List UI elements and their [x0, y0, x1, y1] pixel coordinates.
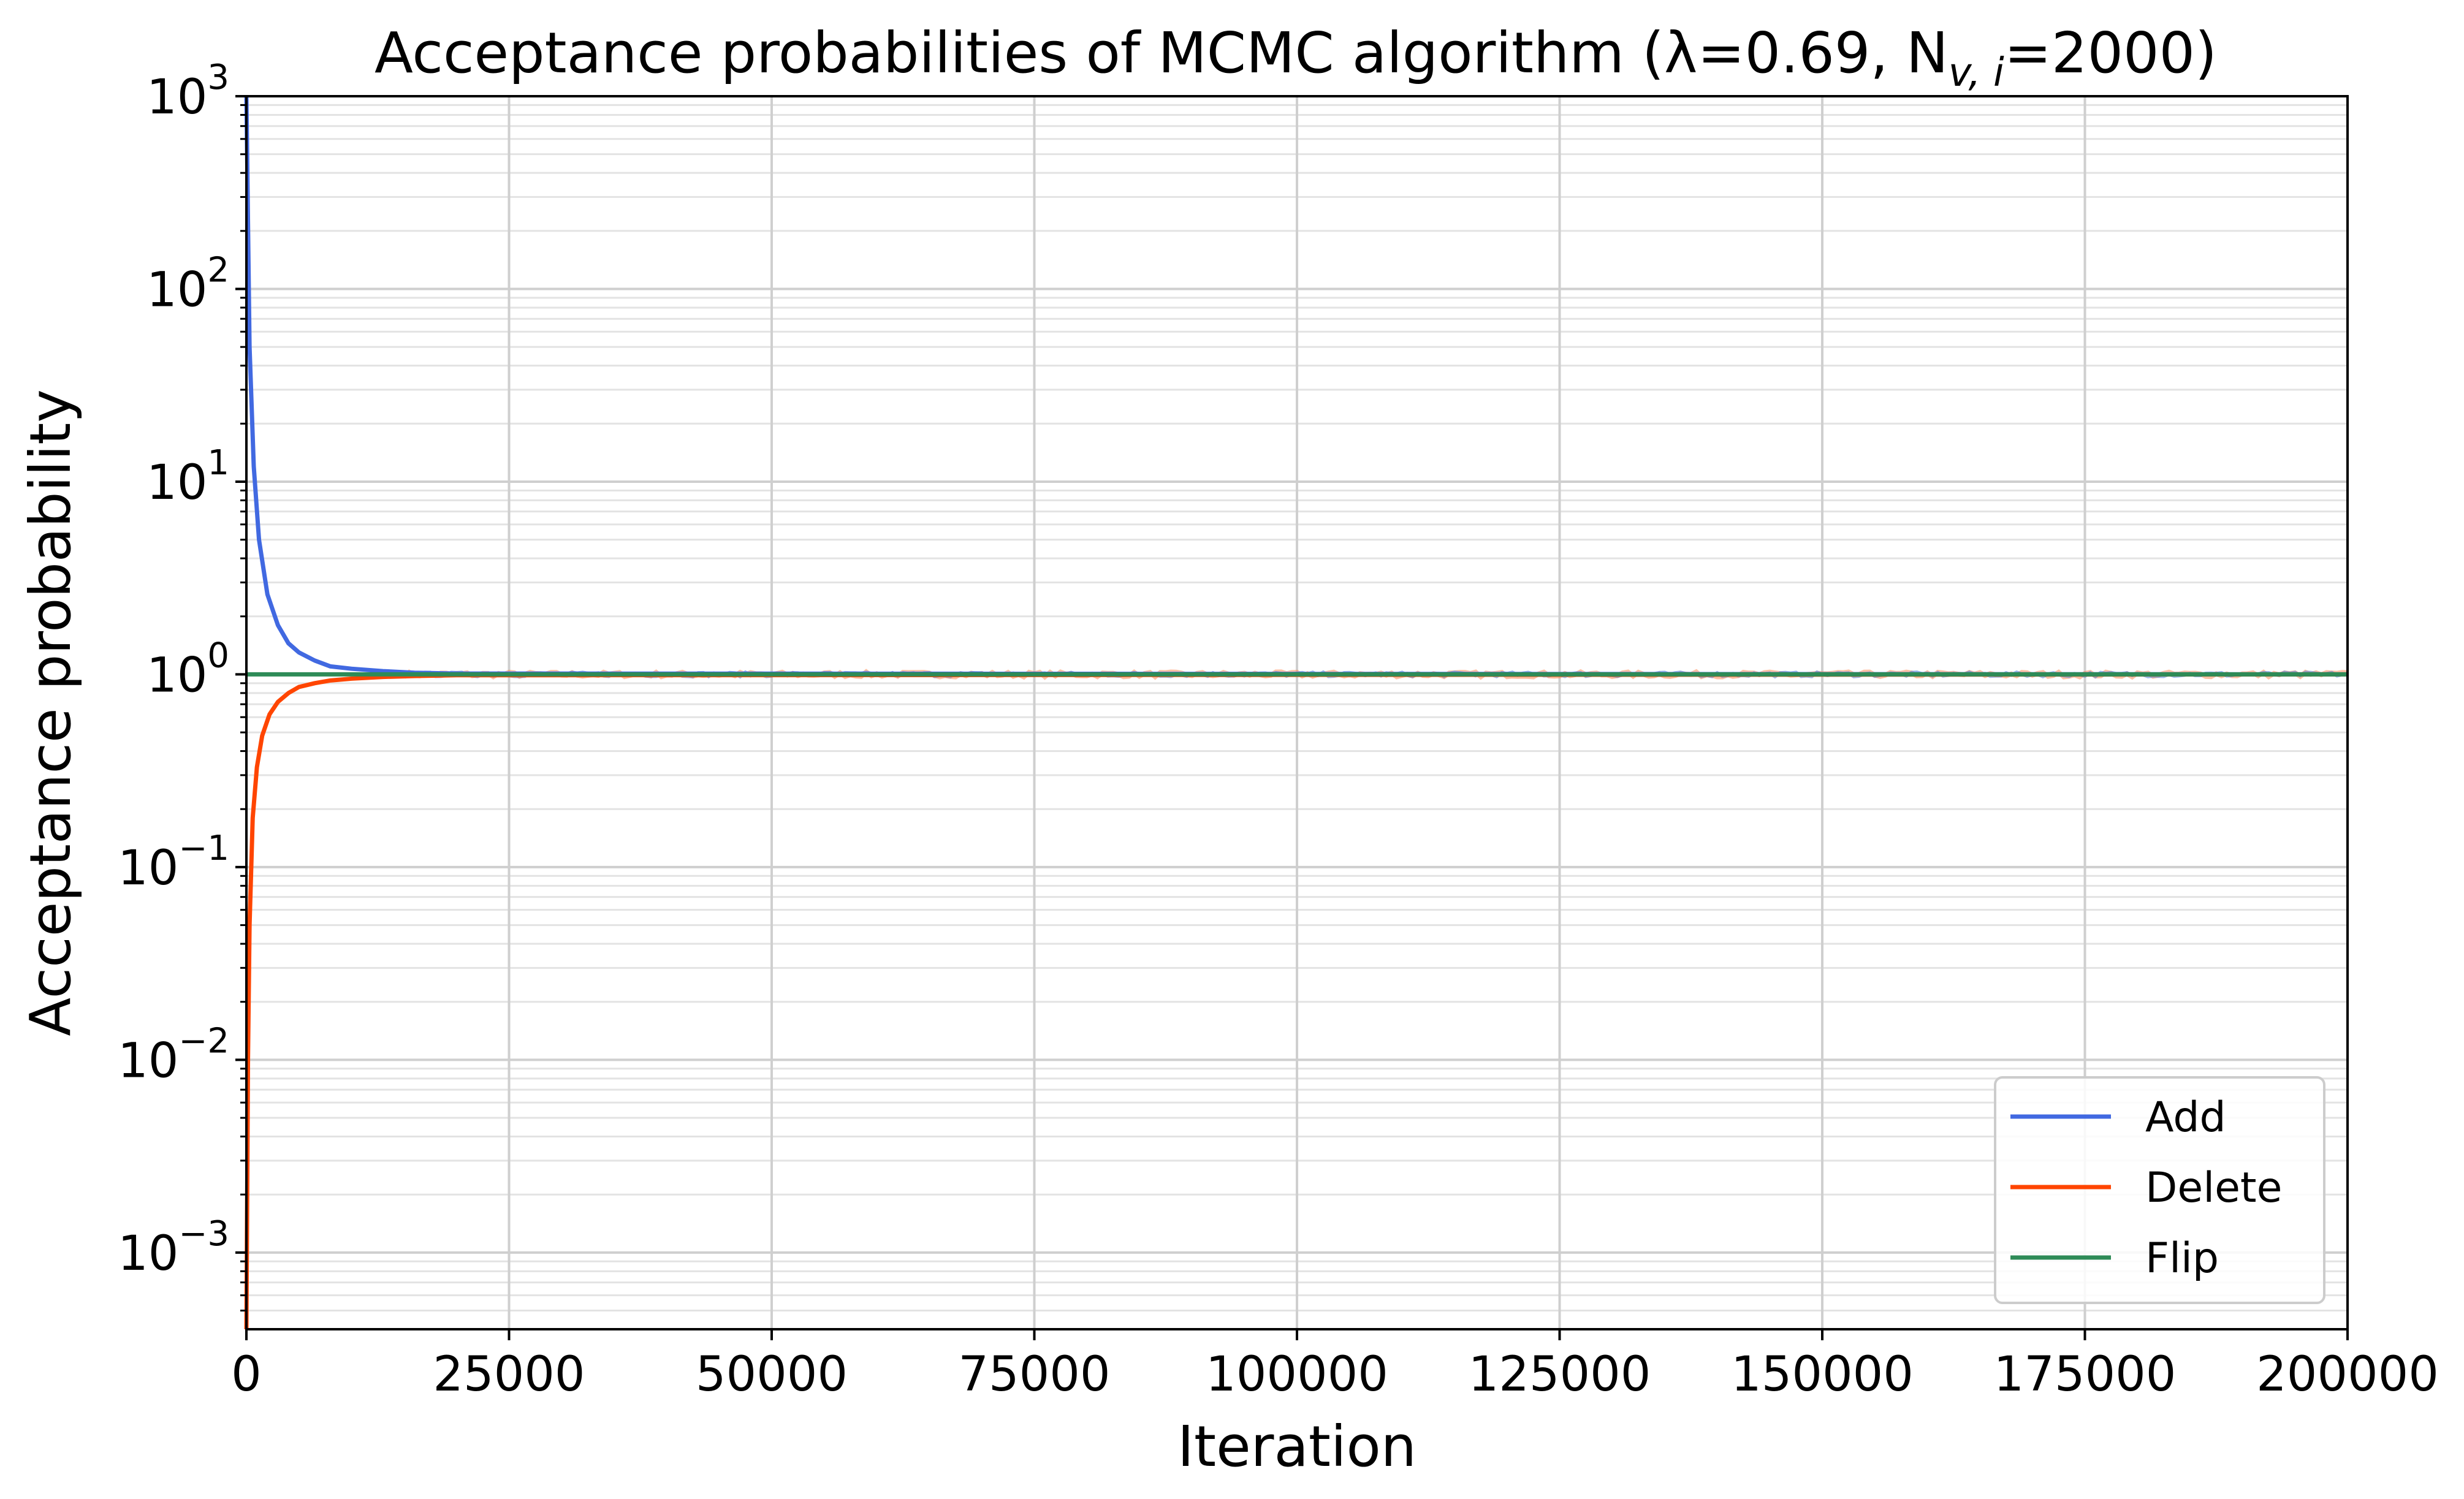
y-tick-label: 10−1: [118, 829, 229, 896]
y-tick-label: 10−2: [118, 1021, 229, 1088]
legend-label-flip: Flip: [2145, 1234, 2219, 1283]
legend-label-add: Add: [2145, 1093, 2226, 1142]
tick-layer: 10−3 10−2 10−1 100 101 102 103 0 25000 50000 75000…: [118, 58, 2439, 1402]
x-tick-label: 100000: [1206, 1347, 1388, 1402]
x-tick-label: 75000: [958, 1347, 1110, 1402]
chart-title: Acceptance probabilities of MCMC algorit…: [375, 20, 2217, 96]
x-tick-label: 175000: [1994, 1347, 2177, 1402]
x-tick-label: 150000: [1731, 1347, 1914, 1402]
x-tick-label: 50000: [696, 1347, 848, 1402]
x-tick-label: 0: [231, 1347, 262, 1402]
x-tick-label: 125000: [1469, 1347, 1651, 1402]
y-tick-label: 10−3: [118, 1214, 229, 1281]
legend-label-delete: Delete: [2145, 1164, 2282, 1212]
title-subscript: v, i: [1949, 50, 2004, 96]
series-line-delete: [244, 672, 2348, 1330]
legend-box: [1994, 1076, 2325, 1304]
legend: Add Delete Flip: [1994, 1076, 2325, 1304]
y-tick-label: 103: [146, 58, 229, 125]
series-layer: [244, 96, 2348, 1330]
y-axis-label: Acceptance probability: [18, 389, 83, 1036]
series-line-add: [244, 96, 2348, 677]
title-tail: =2000): [2004, 20, 2217, 86]
y-tick-label: 101: [146, 443, 229, 510]
y-tick-label: 102: [146, 250, 229, 317]
x-tick-label: 200000: [2256, 1347, 2439, 1402]
title-main: Acceptance probabilities of MCMC algorit…: [375, 20, 1949, 86]
x-axis-label: Iteration: [1177, 1414, 1416, 1479]
x-tick-label: 25000: [433, 1347, 585, 1402]
y-tick-label: 100: [146, 636, 229, 703]
